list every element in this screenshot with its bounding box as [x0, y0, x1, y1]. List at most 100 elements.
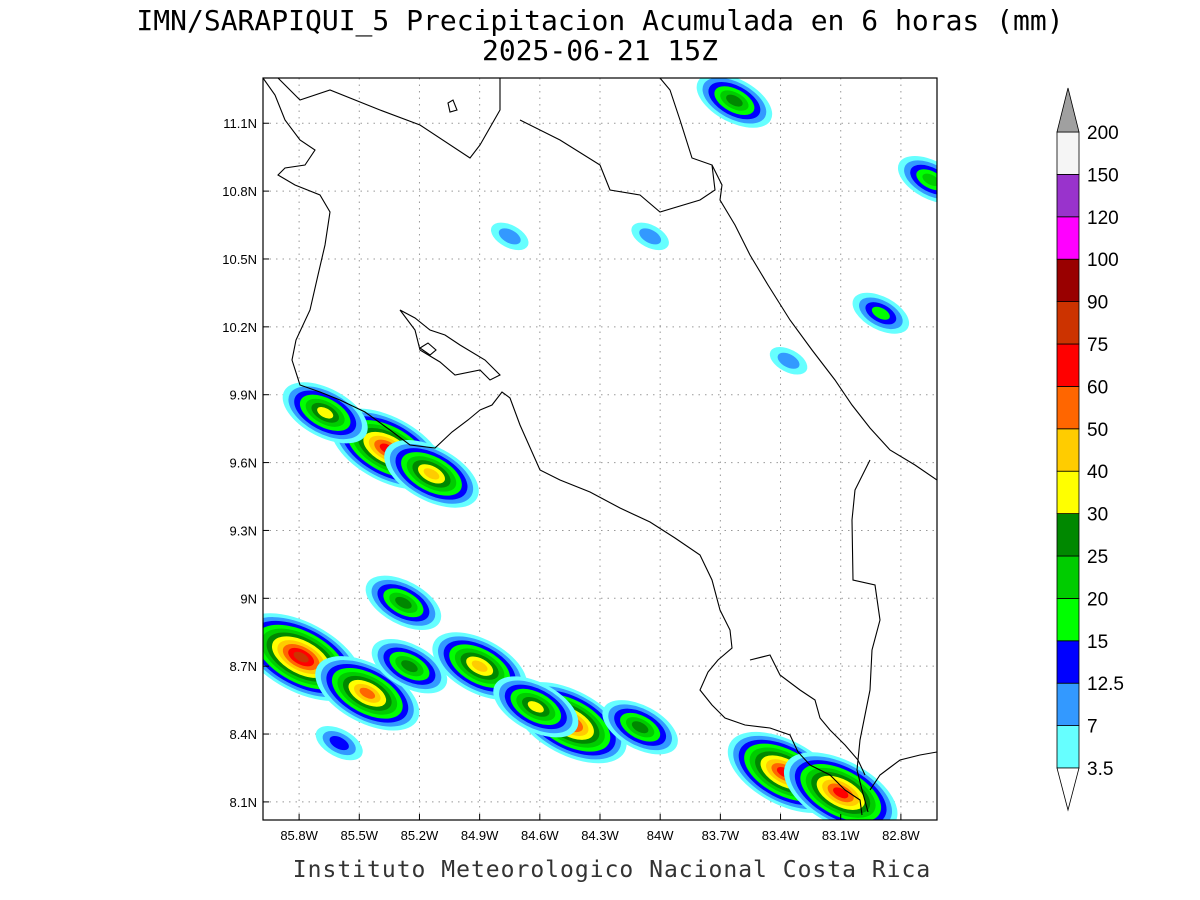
graticule — [263, 78, 937, 820]
lon-tick-label: 83.7W — [702, 828, 740, 843]
legend-level-label: 50 — [1087, 420, 1108, 441]
lat-tick-label: 10.5N — [222, 252, 257, 267]
precip-cell — [315, 656, 420, 731]
lon-tick-label: 82.8W — [882, 828, 920, 843]
precip-cell — [371, 639, 448, 694]
latitude-axis: 11.1N 10.8N 10.5N 10.2N 9.9N 9.6N 9.3N 9N 8.7N 8.… — [222, 116, 269, 810]
lon-tick-label: 84.6W — [521, 828, 559, 843]
precip-contour — [833, 787, 849, 799]
nicaragua-border-south — [519, 78, 716, 213]
lat-tick-label: 9.6N — [230, 456, 257, 471]
legend-level-label: 7 — [1087, 717, 1098, 738]
lat-tick-label: 8.4N — [230, 727, 257, 742]
precip-contour — [871, 306, 890, 320]
lon-tick-label: 85.2W — [401, 828, 439, 843]
nicaragua-border — [277, 78, 501, 159]
legend-swatch — [1056, 513, 1080, 557]
gulf-island — [419, 342, 437, 356]
panama-border — [851, 459, 881, 813]
legend-overflow-arrow — [1056, 87, 1080, 133]
legend-level-label: 90 — [1087, 293, 1108, 314]
precip-cell — [384, 440, 479, 508]
small-island — [447, 99, 458, 113]
precip-contour — [329, 736, 349, 751]
lat-tick-label: 9N — [240, 591, 257, 606]
legend-level-label: 200 — [1087, 123, 1119, 144]
lat-tick-label: 11.1N — [223, 116, 257, 131]
legend-swatch — [1056, 555, 1080, 599]
precip-contour — [639, 228, 662, 245]
gulf-of-nicoya — [399, 309, 501, 381]
legend-swatch — [1056, 385, 1080, 430]
precip-cell — [493, 676, 579, 738]
legend-level-label: 3.5 — [1087, 759, 1113, 780]
precipitation-field — [263, 78, 937, 820]
legend-level-label: 15 — [1087, 632, 1108, 653]
legend-swatch — [1056, 343, 1080, 387]
precip-contour — [395, 596, 412, 609]
footer-credit: Instituto Meteorologico Nacional Costa R… — [293, 857, 931, 883]
precip-cell — [282, 382, 368, 444]
legend-swatch — [1056, 301, 1080, 345]
legend-level-label: 12.5 — [1087, 674, 1124, 695]
guanacaste-coast — [263, 78, 481, 449]
lon-tick-label: 83.1W — [822, 828, 860, 843]
precip-contour — [471, 660, 488, 672]
legend-swatch — [1056, 131, 1080, 175]
precip-cell — [490, 222, 529, 251]
lat-tick-label: 9.9N — [230, 388, 257, 403]
osa-peninsula — [749, 654, 866, 776]
precip-contour — [777, 352, 800, 369]
lat-tick-label: 8.7N — [230, 659, 257, 674]
legend-level-label: 20 — [1087, 589, 1108, 610]
lat-tick-label: 10.8N — [222, 184, 257, 199]
precip-cell — [631, 222, 669, 251]
legend-level-label: 60 — [1087, 377, 1108, 398]
precip-contour — [527, 701, 544, 713]
pacific-coast-central — [479, 391, 863, 816]
precip-cell — [315, 725, 363, 761]
legend-swatch — [1056, 216, 1080, 260]
legend-underflow-arrow — [1056, 767, 1080, 812]
figure-subtitle: 2025-06-21 15Z — [482, 34, 718, 67]
lon-tick-label: 85.5W — [340, 828, 378, 843]
caribbean-coast — [711, 164, 937, 481]
panama-coast — [869, 751, 937, 791]
coastlines — [263, 78, 937, 816]
precip-contour — [401, 660, 418, 673]
lat-tick-label: 9.3N — [230, 523, 257, 538]
colorbar-legend: 3.5 7 12.5 15 20 25 30 40 50 60 75 90 100 120 150 200 — [1056, 87, 1124, 812]
precip-contour — [631, 721, 649, 734]
lon-tick-label: 84.9W — [461, 828, 499, 843]
lon-tick-label: 85.8W — [280, 828, 318, 843]
lat-tick-label: 8.1N — [230, 795, 257, 810]
legend-swatch — [1056, 640, 1080, 684]
legend-swatch — [1056, 598, 1080, 642]
legend-level-label: 150 — [1087, 165, 1119, 186]
precip-cell — [602, 700, 678, 755]
precip-contour — [423, 468, 440, 480]
lat-tick-label: 10.2N — [222, 320, 257, 335]
lon-tick-label: 84.3W — [581, 828, 619, 843]
precip-cell — [365, 575, 442, 630]
legend-level-label: 120 — [1087, 208, 1119, 229]
longitude-axis: 85.8W 85.5W 85.2W 84.9W 84.6W 84.3W 84W 83.7W 83… — [280, 814, 920, 843]
legend-level-label: 25 — [1087, 547, 1108, 568]
figure-title: IMN/SARAPIQUI_5 Precipitacion Acumulada … — [136, 4, 1063, 38]
precip-cell — [852, 292, 910, 334]
legend-swatch — [1056, 470, 1080, 515]
precip-cell — [769, 347, 808, 375]
legend-level-label: 75 — [1087, 335, 1108, 356]
precip-contour — [922, 173, 937, 186]
legend-swatch — [1056, 682, 1080, 727]
precip-contour — [726, 94, 743, 107]
precip-cell — [897, 155, 937, 204]
legend-swatch — [1056, 258, 1080, 303]
legend-swatch — [1056, 173, 1080, 218]
legend-level-label: 100 — [1087, 250, 1119, 271]
legend-level-label: 30 — [1087, 505, 1108, 526]
precip-contour — [317, 407, 334, 419]
lon-tick-label: 83.4W — [762, 828, 800, 843]
legend-swatch — [1056, 428, 1080, 472]
